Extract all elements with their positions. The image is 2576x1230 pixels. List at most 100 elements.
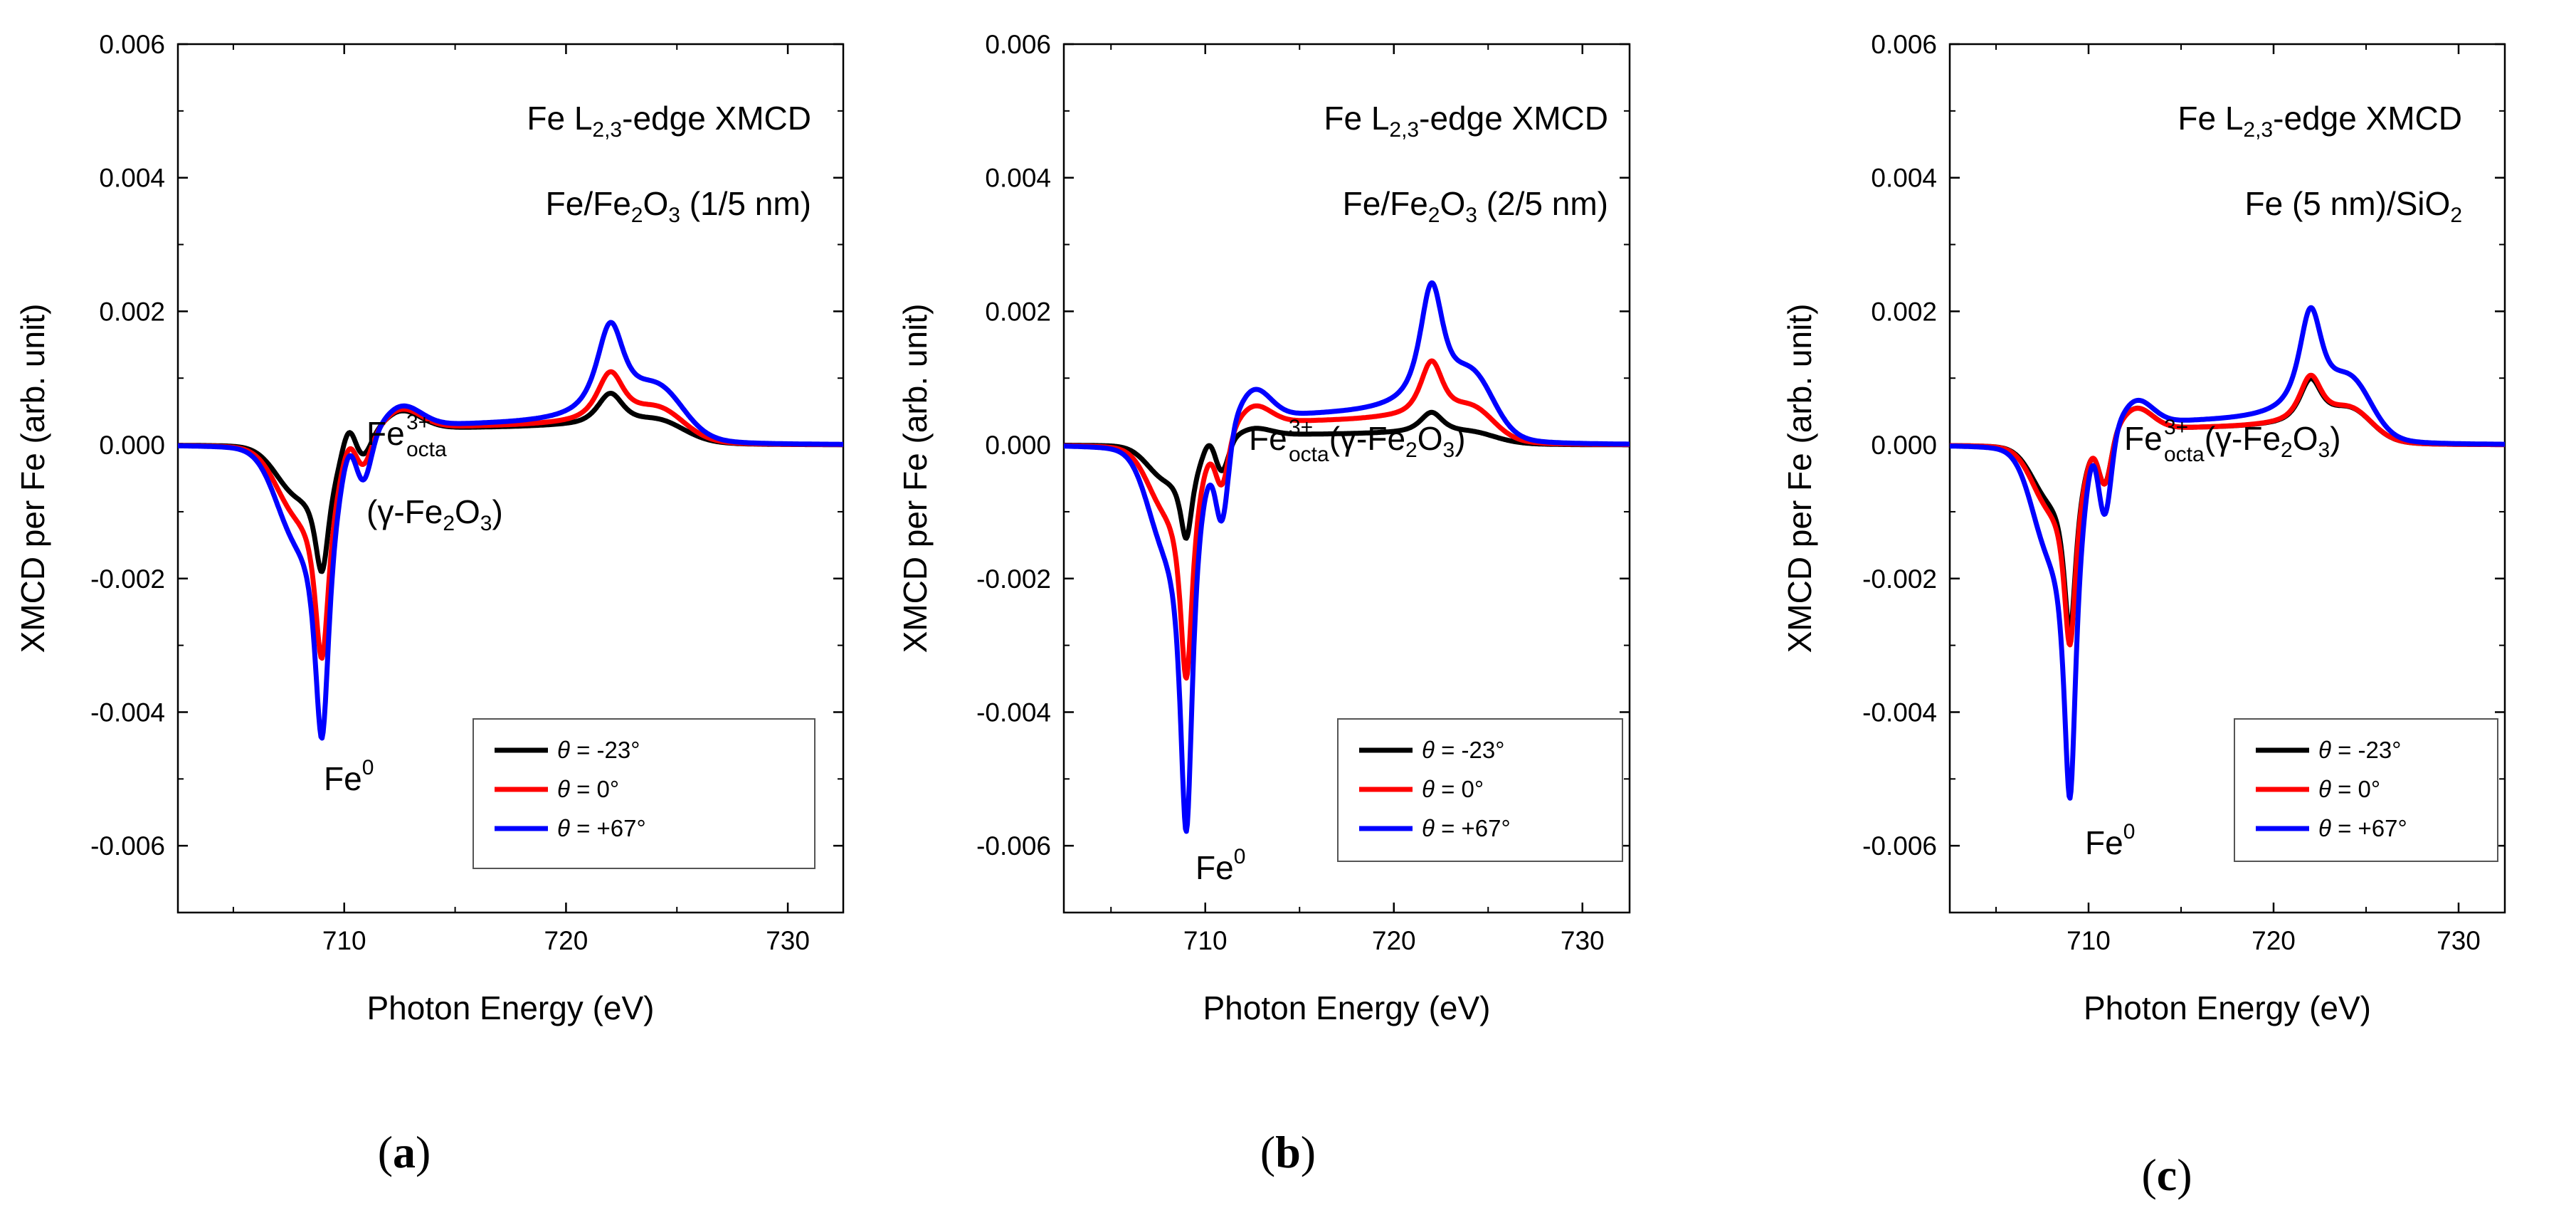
sample-post: (2/5 nm) [1477,185,1608,222]
sample-mid: O [1440,185,1465,222]
y-tick-label: 0.002 [985,297,1051,326]
annotation-fe3-octa: Fe3+ octa(γ-Fe2O3) [1249,416,1466,466]
title-main: Fe L [1324,100,1389,137]
gamma-subscript: 2 [443,512,455,535]
x-axis-title: Photon Energy (eV) [1203,989,1490,1026]
annotation-fe0: Fe0 [324,756,374,797]
sample-main: Fe/Fe [546,185,631,222]
legend-label: θ = 0° [557,776,619,802]
series-line-0 [178,369,843,661]
title-rest: -edge XMCD [2273,100,2462,137]
annotation-fe3-octa: Fe3+ octa(γ-Fe2O3) [2124,416,2341,466]
legend-theta: θ [557,815,570,841]
panel-title: Fe L2,3-edge XMCD [2178,100,2462,142]
y-tick-label: 0.000 [99,431,165,460]
panel-b: 0.006 0.004 0.002 0.000 -0.002 -0.004 -0.006 71… [897,30,1631,1177]
title-subscript: 2,3 [1389,118,1419,142]
sample-subscript: 2 [2450,204,2462,227]
annotation-fe0: Fe0 [1195,845,1245,886]
y-tick-label: 0.006 [985,30,1051,59]
sample-label: Fe/Fe2O3 (2/5 nm) [1343,185,1608,227]
legend-value: = +67° [1435,815,1511,841]
panel-a: 0.006 0.004 0.002 0.000 -0.002 -0.004 -0.006 71… [14,30,845,1177]
annotation-gamma-fe2o3: (γ-Fe2O3) [366,493,503,535]
fe0-base: Fe [2085,824,2123,861]
legend-value: = 0° [2331,776,2380,802]
legend-value: = +67° [570,815,646,841]
x-axis-title: Photon Energy (eV) [366,989,654,1026]
series-line-pos67 [178,320,843,741]
gamma-mid: O [2293,420,2318,457]
y-tick-label: -0.006 [90,831,165,861]
gamma-mid: O [455,493,480,530]
gamma-post: ) [2330,420,2340,457]
fe3-subscript: octa [406,438,447,461]
x-tick-label: 720 [544,926,588,955]
x-tick-label: 730 [2437,926,2481,955]
y-tick-label: -0.004 [1862,698,1937,727]
panel-label-letter: c [2157,1150,2177,1200]
x-tick-label: 730 [1561,926,1605,955]
y-tick-label: 0.006 [1871,30,1937,59]
panel-label-letter: b [1275,1127,1301,1177]
panel-label-open: ( [2141,1150,2156,1200]
sample-subscript-2: 3 [668,204,680,227]
legend-theta: θ [1422,815,1435,841]
fe3-superscript: 3+ [2164,416,2188,439]
y-tick-label: -0.004 [976,698,1051,727]
y-tick-label: -0.002 [90,564,165,594]
y-tick-label: -0.002 [976,564,1051,594]
y-tick-label: 0.004 [99,164,165,193]
legend-label: θ = -23° [1422,737,1504,763]
y-tick-label: 0.004 [1871,164,1937,193]
legend-value: = 0° [1435,776,1484,802]
fe0-superscript: 0 [2123,820,2136,843]
annotation-fe3-octa: Fe3+ octa [366,411,447,461]
fe3-base: Fe [366,415,405,452]
y-axis-title: XMCD per Fe (arb. unit) [14,304,51,653]
sample-label: Fe (5 nm)/SiO2 [2244,185,2462,227]
legend-theta: θ [2318,815,2331,841]
gamma-pre: (γ-Fe [1329,420,1405,457]
legend-label: θ = +67° [557,815,646,841]
y-tick-label: 0.000 [985,431,1051,460]
y-tick-label: 0.002 [1871,297,1937,326]
legend-theta: θ [1422,737,1435,763]
title-main: Fe L [2178,100,2243,137]
gamma-post: ) [492,493,502,530]
y-tick-label: -0.004 [90,698,165,727]
gamma-subscript: 2 [1405,438,1418,462]
fe3-superscript: 3+ [1289,416,1313,439]
sample-label: Fe/Fe2O3 (1/5 nm) [546,185,811,227]
legend-label: θ = -23° [2318,737,2401,763]
x-axis-title: Photon Energy (eV) [2084,989,2371,1026]
sample-main: Fe/Fe [1343,185,1428,222]
legend-theta: θ [2318,776,2331,802]
x-tick-label: 710 [2066,926,2111,955]
title-rest: -edge XMCD [622,100,811,137]
fe3-superscript: 3+ [406,411,431,434]
fe0-base: Fe [324,760,362,797]
title-main: Fe L [527,100,592,137]
x-tick-label: 730 [766,926,810,955]
gamma-post: ) [1455,420,1465,457]
fe3-subscript: octa [2164,443,2205,466]
legend-box [473,718,815,869]
panel-label-close: ) [1301,1127,1316,1177]
legend-value: = -23° [570,737,640,763]
panel-title: Fe L2,3-edge XMCD [527,100,811,142]
gamma-pre: (γ-Fe [2205,420,2281,457]
panel-c: 0.006 0.004 0.002 0.000 -0.002 -0.004 -0.006 71… [1781,30,2506,1200]
gamma-subscript-2: 3 [480,512,492,535]
legend-theta: θ [2318,737,2331,763]
legend-theta: θ [557,776,570,802]
panel-label-close: ) [416,1127,431,1177]
legend-label: θ = +67° [1422,815,1511,841]
gamma-pre: (γ-Fe [366,493,443,530]
y-axis-title: XMCD per Fe (arb. unit) [897,304,934,653]
gamma-subscript-2: 3 [2318,438,2330,462]
gamma-subscript: 2 [2281,438,2293,462]
panel-title: Fe L2,3-edge XMCD [1324,100,1608,142]
title-subscript: 2,3 [2243,118,2273,142]
